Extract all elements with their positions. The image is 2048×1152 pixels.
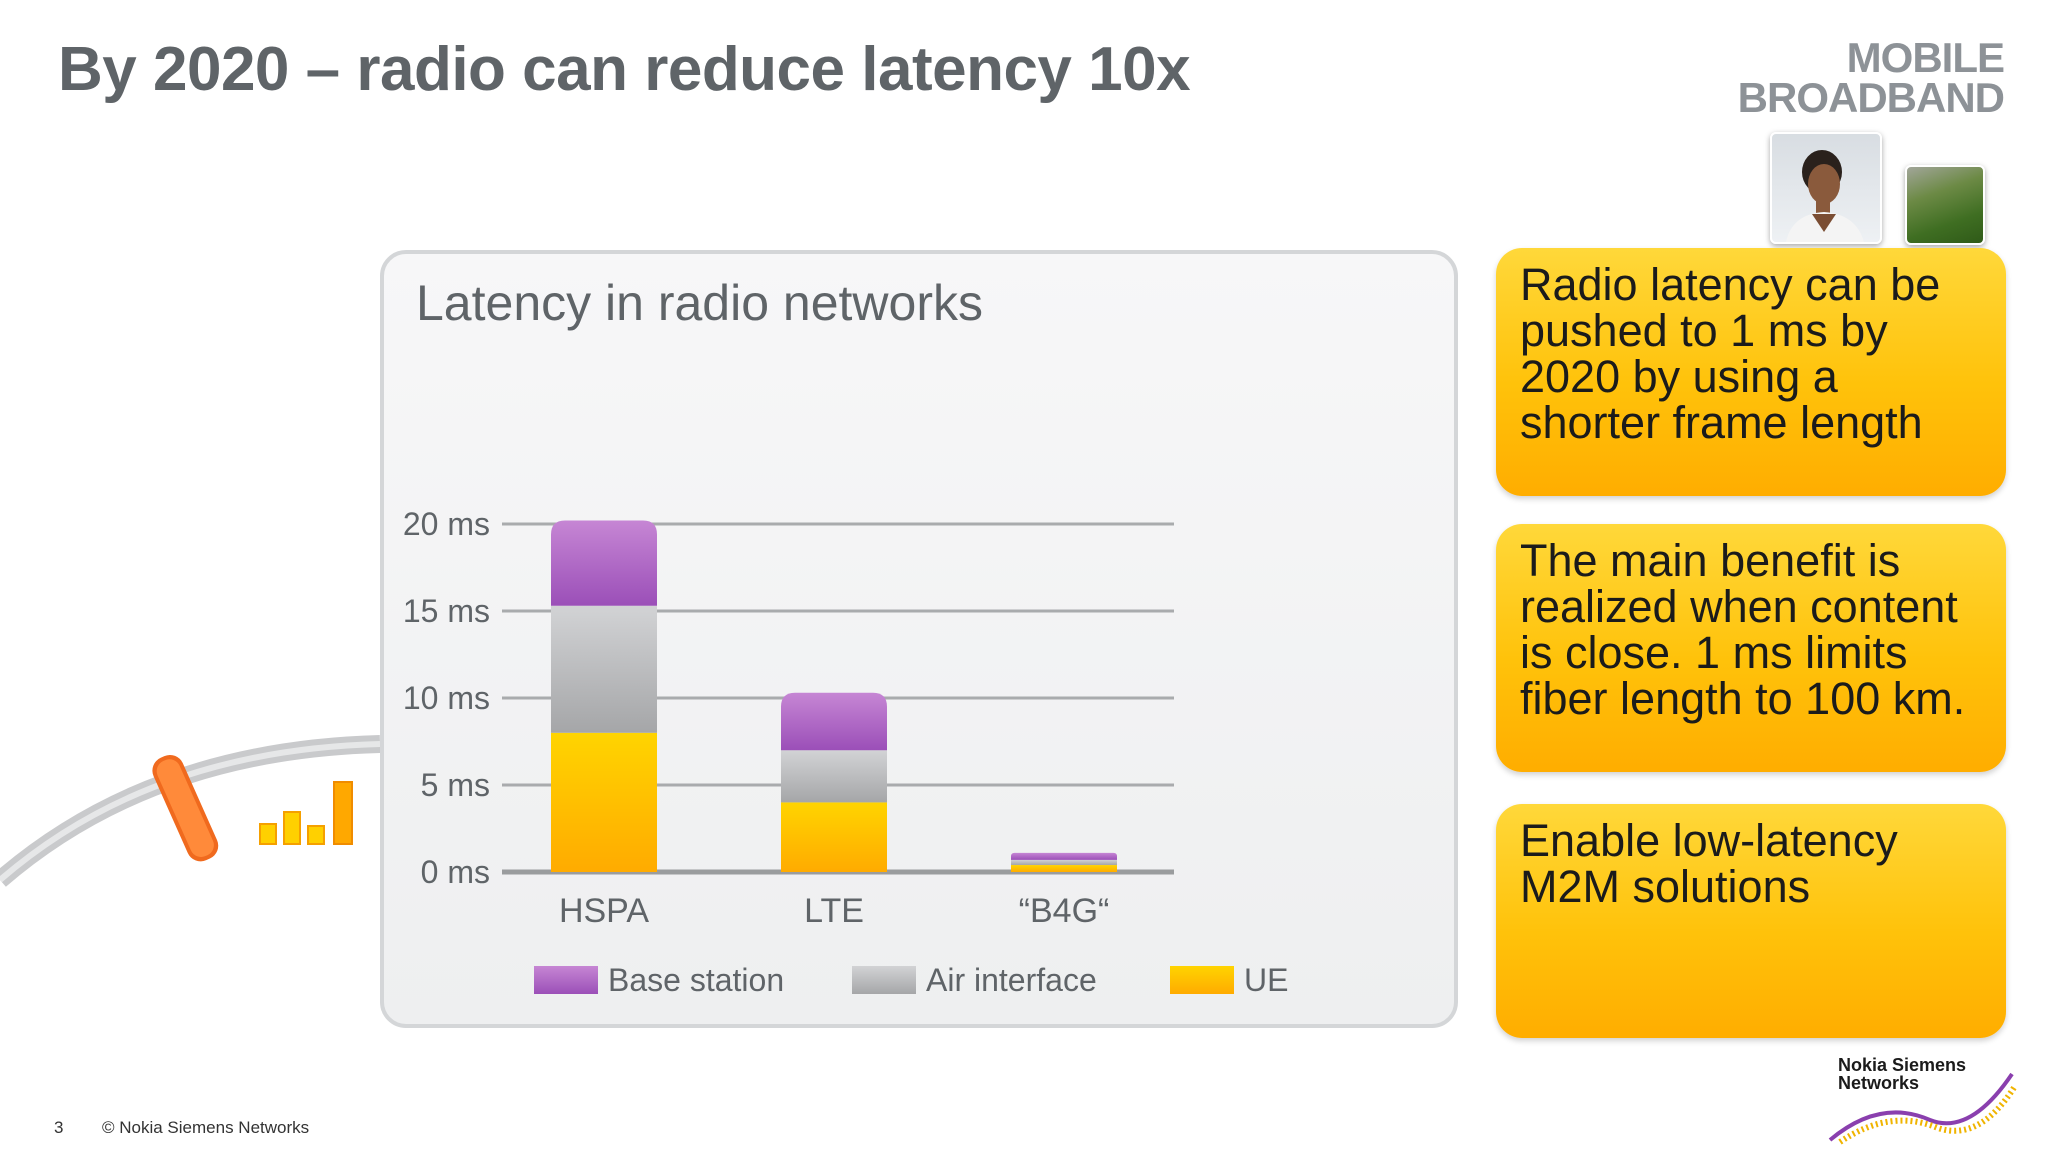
brand-line-1: MOBILE xyxy=(1846,34,2005,81)
y-tick-label: 10 ms xyxy=(403,680,490,716)
legend: Base station Air interface UE xyxy=(534,962,1288,998)
bar-segment xyxy=(1011,865,1117,872)
bar-segment xyxy=(1011,859,1117,866)
bar-segment xyxy=(1011,852,1117,860)
chart-title: Latency in radio networks xyxy=(416,275,983,331)
latency-chart: Latency in radio networks 0 ms 5 ms 10 ms 1… xyxy=(403,275,1289,998)
x-tick-label: LTE xyxy=(804,892,864,930)
y-axis-ticks: 0 ms 5 ms 10 ms 15 ms 20 ms xyxy=(403,506,490,890)
bar-segment xyxy=(551,605,657,733)
slide-title: By 2020 – radio can reduce latency 10x xyxy=(58,35,1191,104)
y-tick-label: 15 ms xyxy=(403,593,490,629)
bar-segment xyxy=(781,802,887,872)
nsn-logo-text: Nokia Siemens Networks xyxy=(1838,1056,1966,1092)
y-tick-label: 5 ms xyxy=(421,767,490,803)
legend-swatch xyxy=(534,966,598,994)
callout-m2m: Enable low-latency M2M solutions xyxy=(1496,804,2006,1038)
legend-label: UE xyxy=(1244,962,1288,998)
legend-label: Base station xyxy=(608,962,784,998)
phone-icon xyxy=(152,754,219,862)
bar-segment xyxy=(781,750,887,803)
logo-line-1: Nokia Siemens xyxy=(1838,1055,1967,1075)
callout-content-close: The main benefit is realized when conten… xyxy=(1496,524,2006,772)
grass-photo-icon xyxy=(1905,165,1985,245)
mobile-broadband-label: MOBILE BROADBAND xyxy=(1737,34,2005,121)
y-tick-label: 20 ms xyxy=(403,506,490,542)
x-tick-label: “B4G“ xyxy=(1019,892,1110,930)
x-axis-ticks: HSPA LTE “B4G“ xyxy=(559,892,1109,930)
nsn-swoosh-icon xyxy=(1828,1072,2018,1145)
logo-line-2: Networks xyxy=(1838,1073,1920,1093)
legend-label: Air interface xyxy=(926,962,1097,998)
bar-segment xyxy=(551,520,657,606)
page-number: 3 xyxy=(54,1118,64,1137)
signal-bars-icon xyxy=(259,781,353,845)
x-tick-label: HSPA xyxy=(559,892,649,930)
bar-segment xyxy=(781,692,887,751)
bar-segment xyxy=(551,732,657,872)
copyright: © Nokia Siemens Networks xyxy=(102,1118,310,1137)
chart-panel: Latency in radio networks 0 ms 5 ms 10 ms 1… xyxy=(380,250,1458,1028)
user-photo-icon xyxy=(1770,132,1882,244)
legend-swatch xyxy=(1170,966,1234,994)
brand-line-2: BROADBAND xyxy=(1737,74,2005,121)
legend-swatch xyxy=(852,966,916,994)
network-curve-decoration xyxy=(0,735,380,887)
bar-group xyxy=(551,520,1117,872)
y-tick-label: 0 ms xyxy=(421,854,490,890)
callout-frame-length: Radio latency can be pushed to 1 ms by 2… xyxy=(1496,248,2006,496)
